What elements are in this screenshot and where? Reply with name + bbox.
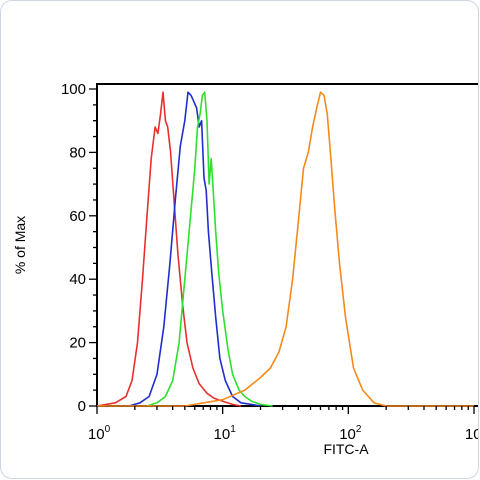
y-axis-title: % of Max [12, 216, 28, 274]
x-axis-title: FITC-A [323, 441, 369, 457]
x-tick-label: 103 [465, 424, 479, 443]
x-tick-label: 101 [214, 424, 237, 443]
series-line-4 [97, 91, 474, 407]
y-tick-label: 20 [69, 335, 86, 352]
x-tick-label: 100 [88, 424, 111, 443]
y-tick-label: 0 [78, 398, 86, 415]
series-line-3 [146, 91, 273, 407]
series-line-2 [128, 91, 261, 407]
x-tick-label: 102 [339, 424, 362, 443]
y-tick-label: 40 [69, 271, 86, 288]
plot-frame [96, 83, 478, 407]
y-tick-label: 60 [69, 208, 86, 225]
y-tick-label: 100 [61, 81, 86, 98]
series-line-1 [96, 91, 242, 407]
y-tick-label: 80 [69, 144, 86, 161]
